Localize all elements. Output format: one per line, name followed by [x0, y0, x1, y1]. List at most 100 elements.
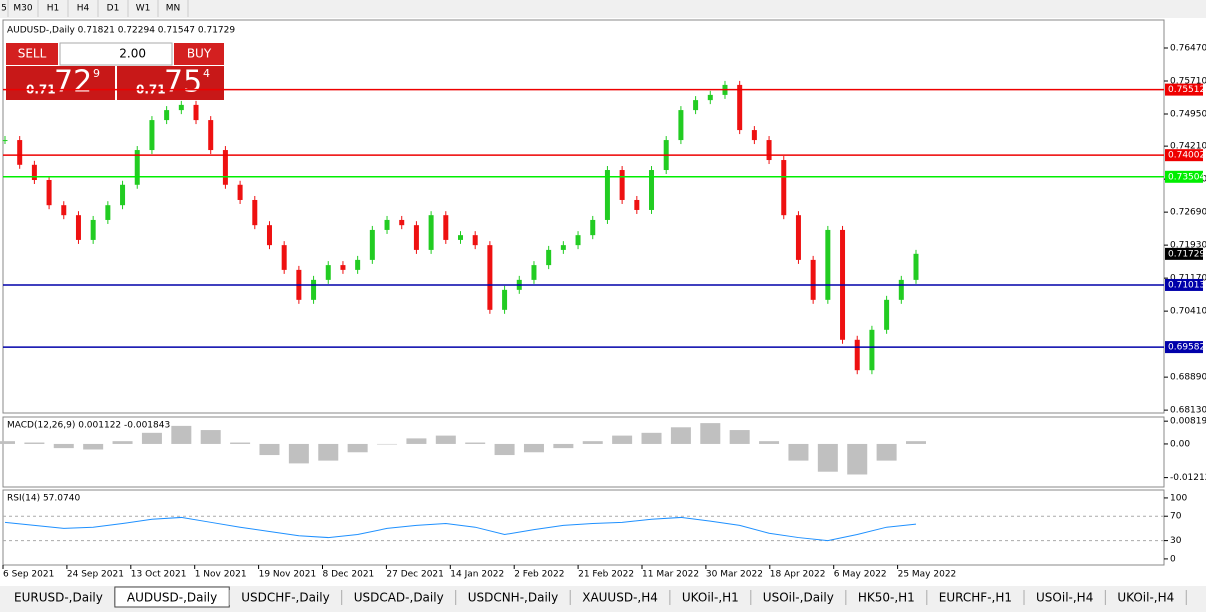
x-tick-label: 18 Apr 2022: [770, 570, 826, 580]
candle: [164, 110, 170, 121]
candle: [487, 245, 493, 310]
macd-bar: [553, 443, 574, 449]
x-tick-label: 1 Nov 2021: [195, 570, 247, 580]
symbol-tab[interactable]: USDCAD-,Daily: [354, 591, 444, 605]
rsi-label: RSI(14) 57.0740: [7, 494, 80, 504]
macd-bar: [641, 432, 662, 444]
y-tick-label: 0.75710: [1170, 77, 1206, 87]
rsi-frame: [2, 489, 1165, 566]
sell-text: SELL: [18, 47, 47, 61]
x-tick-label: 6 Sep 2021: [3, 570, 54, 580]
sell-button[interactable]: [6, 43, 58, 65]
macd-bar: [24, 442, 45, 444]
timeframe-button[interactable]: 5: [1, 4, 7, 14]
buy-button[interactable]: [174, 43, 224, 65]
y-tick-label: 0.71930: [1170, 241, 1206, 251]
macd-tick-label: 0.008197: [1170, 417, 1206, 427]
timeframe-button[interactable]: W1: [136, 4, 151, 14]
symbol-tab[interactable]: EURUSD-,Daily: [14, 591, 103, 605]
macd-frame: [2, 416, 1165, 488]
macd-bar: [377, 443, 398, 445]
macd-bar: [876, 443, 897, 461]
macd-bar: [318, 443, 339, 461]
symbol-tab[interactable]: HK50-,H1: [858, 591, 915, 605]
macd-bar: [259, 443, 280, 456]
level-label: 0.69582: [1168, 343, 1205, 353]
candle: [604, 170, 610, 220]
macd-bar: [612, 435, 633, 444]
macd-bar: [700, 423, 721, 444]
macd-bar: [141, 432, 162, 444]
candle: [619, 170, 625, 200]
candle: [281, 245, 287, 270]
candle: [90, 219, 96, 240]
buy-big: 75: [164, 65, 202, 100]
symbol-tab[interactable]: AUDUSD-,Daily: [127, 591, 217, 605]
timeframe-button[interactable]: H1: [47, 4, 60, 14]
macd-label: MACD(12,26,9) 0.001122 -0.001843: [7, 421, 170, 431]
macd-bar: [230, 442, 251, 444]
candle: [61, 205, 67, 216]
timeframe-button[interactable]: M30: [13, 4, 32, 14]
macd-bar: [200, 430, 221, 444]
candle: [369, 229, 375, 260]
candle: [134, 150, 140, 185]
symbol-tab[interactable]: EURCHF-,H1: [939, 591, 1012, 605]
candle: [869, 329, 875, 371]
x-tick-label: 24 Sep 2021: [67, 570, 124, 580]
candle: [266, 225, 272, 246]
macd-bar: [288, 443, 309, 464]
level-label-box: [1165, 278, 1203, 291]
macd-bar: [494, 443, 515, 456]
macd-bar: [759, 441, 780, 444]
candle: [751, 130, 757, 141]
rsi-line: [4, 516, 917, 542]
x-tick-label: 2 Feb 2022: [514, 570, 564, 580]
macd-bar: [171, 425, 192, 444]
candle: [693, 100, 699, 111]
symbol-tab[interactable]: XAUUSD-,H4: [582, 591, 658, 605]
lots-value: 2.00: [119, 47, 146, 61]
candle: [399, 219, 405, 226]
symbol-tab[interactable]: UKOil-,H1: [682, 591, 739, 605]
candle: [707, 94, 713, 101]
rsi-tick-label: 0: [1170, 554, 1176, 564]
timeframe-button[interactable]: D1: [107, 4, 120, 14]
symbol-tab[interactable]: UKOil-,H4: [1117, 591, 1174, 605]
candle: [105, 205, 111, 220]
candle: [120, 184, 126, 206]
candle: [472, 235, 478, 246]
buy-text: BUY: [187, 47, 212, 61]
candle: [208, 120, 214, 151]
macd-bar: [817, 443, 838, 472]
candle: [340, 265, 346, 270]
symbol-tab[interactable]: USDCHF-,Daily: [241, 591, 329, 605]
candle: [825, 229, 831, 300]
level-label: 0.71013: [1168, 280, 1205, 290]
lots-input[interactable]: [59, 42, 173, 66]
timeframe-button[interactable]: MN: [166, 4, 181, 14]
level-label-box: [1165, 341, 1203, 354]
y-tick-label: 0.68130: [1170, 406, 1206, 416]
symbol-tab[interactable]: USDCNH-,Daily: [468, 591, 559, 605]
macd-bar: [847, 443, 868, 475]
candle: [413, 225, 419, 250]
y-tick-label: 0.76470: [1170, 44, 1206, 54]
timeframe-button[interactable]: H4: [77, 4, 90, 14]
candle: [737, 84, 743, 131]
x-tick-label: 27 Dec 2021: [386, 570, 444, 580]
symbol-tab[interactable]: USOil-,Daily: [763, 591, 834, 605]
rsi-tick-label: 70: [1170, 512, 1182, 522]
trade-panel: SELL 2.00 BUY 0.71 72 9 0.71 75 4: [6, 42, 224, 100]
rsi-tick-label: 30: [1170, 536, 1182, 546]
candle: [17, 140, 23, 165]
symbol-tab[interactable]: USOil-,H4: [1036, 591, 1093, 605]
buy-price-box[interactable]: [117, 66, 224, 100]
macd-bar: [435, 435, 456, 444]
candle: [355, 259, 361, 270]
candle: [781, 160, 787, 216]
sell-price-box[interactable]: [6, 66, 115, 100]
y-tick-label: 0.74950: [1170, 110, 1206, 120]
toolbar: [0, 0, 1206, 18]
